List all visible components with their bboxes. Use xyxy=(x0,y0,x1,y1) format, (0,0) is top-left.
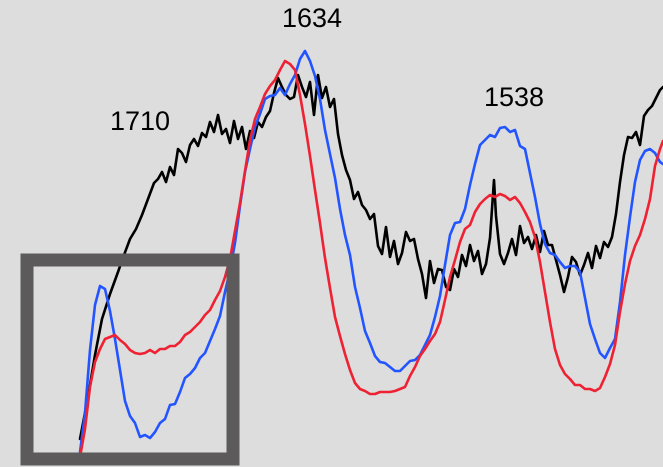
peak-label-1634: 1634 xyxy=(282,3,342,33)
series-layer xyxy=(78,49,663,459)
highlight-box-layer xyxy=(20,253,240,466)
peak-label-1710: 1710 xyxy=(110,106,170,136)
blue-series-line xyxy=(78,49,663,454)
highlight-box xyxy=(20,253,240,466)
annotation-layer: 1634 1710 1538 xyxy=(110,3,544,136)
red-series-line xyxy=(78,59,663,459)
black-series-line xyxy=(78,73,663,441)
peak-label-1538: 1538 xyxy=(484,82,544,112)
